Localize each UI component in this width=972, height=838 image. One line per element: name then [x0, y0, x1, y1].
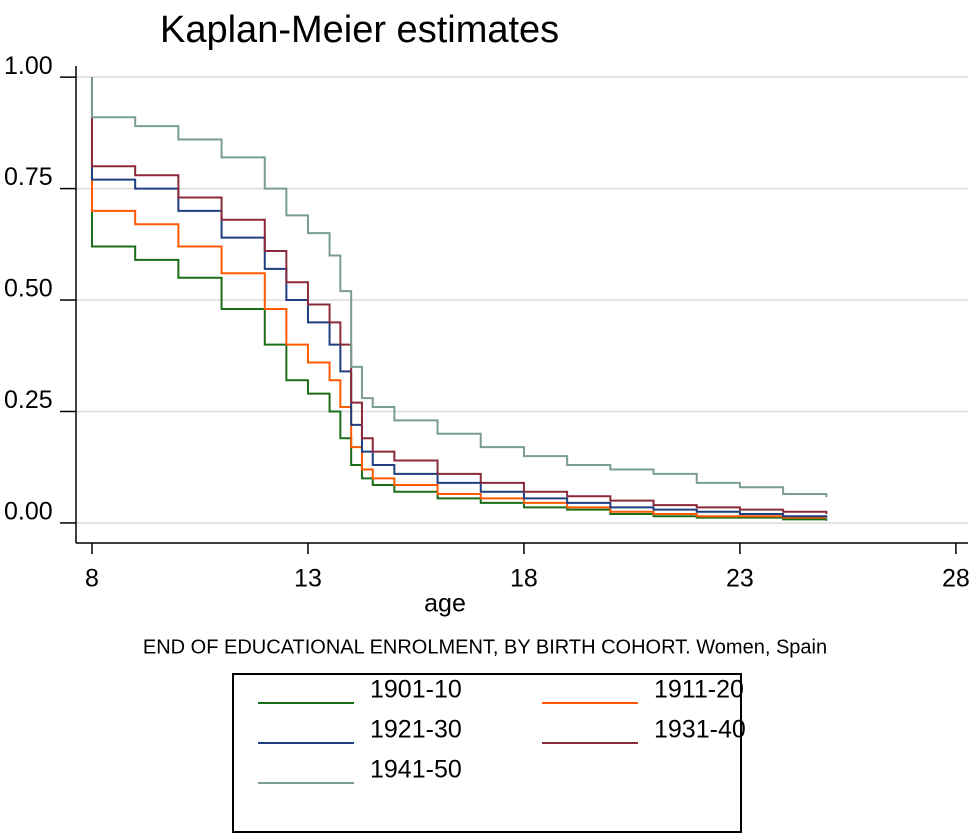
legend-label: 1941-50 — [370, 756, 462, 784]
km-curve — [90, 77, 828, 518]
y-tick-label: 0.75 — [4, 163, 53, 191]
x-tick-label: 23 — [726, 565, 754, 593]
y-tick-label: 0.25 — [4, 386, 53, 414]
km-curve — [90, 77, 828, 498]
y-tick-label: 0.00 — [4, 498, 53, 526]
x-axis-label: age — [424, 590, 466, 618]
chart-title: Kaplan-Meier estimates — [160, 9, 559, 51]
legend-label: 1931-40 — [654, 716, 746, 744]
x-tick-label: 28 — [942, 565, 970, 593]
x-tick-label: 18 — [510, 565, 538, 593]
x-tick-label: 8 — [85, 565, 99, 593]
km-curve — [90, 77, 828, 521]
km-curve — [90, 77, 828, 515]
x-tick-label: 13 — [294, 565, 322, 593]
legend-label: 1901-10 — [370, 676, 462, 704]
y-tick-label: 0.50 — [4, 275, 53, 303]
y-tick-label: 1.00 — [4, 52, 53, 80]
legend-label: 1921-30 — [370, 716, 462, 744]
km-curve — [90, 77, 827, 519]
chart-note: END OF EDUCATIONAL ENROLMENT, BY BIRTH C… — [143, 636, 827, 658]
legend-label: 1911-20 — [654, 676, 744, 704]
legend-box — [232, 673, 742, 833]
